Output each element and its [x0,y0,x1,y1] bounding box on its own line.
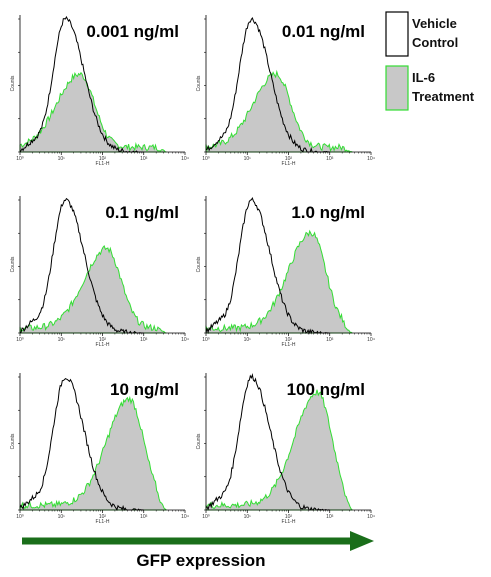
x-axis-title: FL1-H [282,519,296,525]
x-tick-label: 10² [99,337,107,343]
x-tick-label: 10⁴ [181,337,189,343]
concentration-label: 100 ng/ml [287,380,365,399]
treatment-histogram [205,229,353,334]
legend-label-vehicle: Vehicle Control [412,16,460,50]
concentration-label: 0.01 ng/ml [282,22,365,41]
gfp-arrow [22,531,374,551]
histogram-panel: 10⁰ 10¹ 10² 10³ 10⁴ FL1-H Counts 1.0 ng/ml [196,196,375,348]
x-tick-label: 10⁴ [181,514,189,520]
legend: Vehicle Control IL-6 Treatment [385,11,475,111]
x-tick-label: 10⁰ [16,337,24,343]
gfp-expression-label: GFP expression [136,551,265,570]
gfp-arrow-head [350,531,374,551]
x-tick-label: 10⁴ [181,156,189,162]
x-tick-label: 10² [99,156,107,162]
x-tick-label: 10¹ [244,156,252,162]
treatment-histogram [19,395,167,511]
x-tick-label: 10⁰ [16,514,24,520]
vehicle-histogram [19,197,144,335]
x-axis-title: FL1-H [96,161,110,167]
x-tick-label: 10⁰ [202,337,210,343]
x-tick-label: 10² [285,337,293,343]
x-tick-label: 10³ [326,514,334,520]
y-axis-title: Counts [196,256,202,272]
x-tick-label: 10¹ [244,514,252,520]
x-tick-label: 10³ [326,337,334,343]
legend-label-treatment: IL-6 Treatment [412,70,475,104]
vehicle-histogram [19,377,144,512]
x-tick-label: 10³ [140,337,148,343]
treatment-histogram [19,71,167,153]
x-axis-title: FL1-H [96,519,110,525]
x-tick-label: 10³ [140,156,148,162]
concentration-label: 0.1 ng/ml [105,203,179,222]
legend-swatch-treatment [385,65,409,111]
x-tick-label: 10¹ [58,156,66,162]
y-axis-title: Counts [10,256,16,272]
x-tick-label: 10² [285,156,293,162]
x-tick-label: 10¹ [244,337,252,343]
histogram-panel: 10⁰ 10¹ 10² 10³ 10⁴ FL1-H Counts 10 ng/ml [10,373,189,525]
y-axis-title: Counts [196,75,202,91]
y-axis-title: Counts [10,433,16,449]
x-axis-title: FL1-H [282,161,296,167]
y-axis-title: Counts [10,75,16,91]
legend-swatch-vehicle [385,11,409,57]
x-tick-label: 10¹ [58,514,66,520]
x-tick-label: 10⁴ [367,337,375,343]
x-tick-label: 10¹ [58,337,66,343]
treatment-histogram [205,69,353,153]
concentration-label: 1.0 ng/ml [291,203,365,222]
x-axis-title: FL1-H [282,342,296,348]
x-tick-label: 10⁰ [16,156,24,162]
histogram-panel: 10⁰ 10¹ 10² 10³ 10⁴ FL1-H Counts 0.001 ng/ml [10,15,189,167]
x-tick-label: 10⁴ [367,156,375,162]
y-axis-title: Counts [196,433,202,449]
x-tick-label: 10⁴ [367,514,375,520]
x-tick-label: 10³ [140,514,148,520]
x-tick-label: 10² [99,514,107,520]
x-tick-label: 10⁰ [202,156,210,162]
x-axis-title: FL1-H [96,342,110,348]
histogram-panel: 10⁰ 10¹ 10² 10³ 10⁴ FL1-H Counts 0.1 ng/ml [10,196,189,348]
treatment-histogram [205,389,353,511]
x-tick-label: 10³ [326,156,334,162]
histogram-panel: 10⁰ 10¹ 10² 10³ 10⁴ FL1-H Counts 0.01 ng/ml [196,15,375,167]
x-tick-label: 10² [285,514,293,520]
concentration-label: 0.001 ng/ml [86,22,179,41]
concentration-label: 10 ng/ml [110,380,179,399]
vehicle-histogram [19,15,144,153]
x-tick-label: 10⁰ [202,514,210,520]
histogram-panel: 10⁰ 10¹ 10² 10³ 10⁴ FL1-H Counts 100 ng/ml [196,372,375,525]
